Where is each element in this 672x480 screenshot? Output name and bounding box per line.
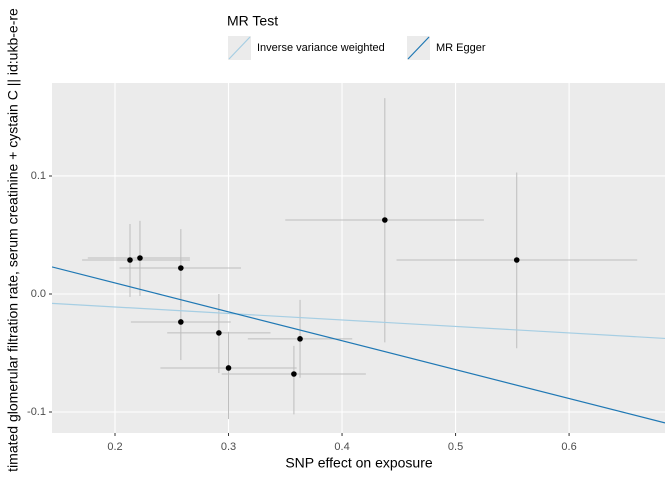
axes: 0.2 0.3 0.4 0.5 0.6 -0.1 0.0 0.1 — [27, 170, 577, 453]
y-tick-label: -0.1 — [27, 406, 46, 418]
regression-line — [52, 266, 665, 424]
point — [178, 319, 184, 325]
legend-swatch — [407, 36, 430, 60]
legend-title: MR Test — [227, 13, 278, 29]
point — [382, 217, 388, 223]
y-tick-label: 0.1 — [31, 170, 46, 182]
legend-label: MR Egger — [436, 42, 486, 54]
point — [127, 257, 133, 263]
point — [297, 336, 303, 342]
point — [225, 365, 232, 371]
point — [216, 330, 222, 336]
grid — [52, 83, 665, 433]
legend-swatch — [228, 36, 251, 60]
point — [291, 371, 297, 377]
y-tick-label: 0.0 — [31, 288, 46, 300]
x-tick-label: 0.2 — [107, 441, 122, 453]
x-tick-label: 0.5 — [448, 441, 463, 453]
legend-label: Inverse variance weighted — [257, 42, 385, 54]
marks — [52, 98, 665, 424]
regression-line — [52, 302, 665, 340]
x-tick-label: 0.6 — [561, 441, 576, 453]
point — [178, 265, 184, 271]
point — [137, 255, 143, 261]
y-axis-title: timated glomerular filtration rate, seru… — [5, 8, 21, 472]
legend: Inverse variance weighted MR Egger — [228, 36, 486, 60]
x-axis-title: SNP effect on exposure — [285, 455, 433, 471]
x-tick-label: 0.3 — [221, 441, 236, 453]
point — [513, 257, 520, 263]
x-tick-label: 0.4 — [334, 441, 349, 453]
